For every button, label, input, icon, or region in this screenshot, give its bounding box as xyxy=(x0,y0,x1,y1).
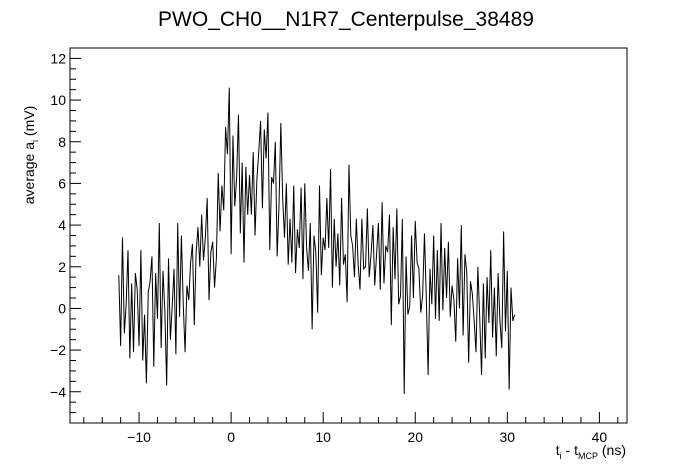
x-tick-label: 0 xyxy=(227,429,235,445)
y-axis-label-sub: i xyxy=(30,140,40,142)
y-tick-label: 8 xyxy=(58,134,66,150)
y-tick-label: 6 xyxy=(58,175,66,191)
x-axis-label-sub1: i xyxy=(560,451,562,461)
x-axis-label-base: t xyxy=(556,442,560,458)
x-tick-label: 20 xyxy=(407,429,423,445)
y-tick-label: 4 xyxy=(58,217,66,233)
x-tick-label: 30 xyxy=(500,429,516,445)
x-axis-label-unit: (ns) xyxy=(598,442,626,458)
y-tick-label: −2 xyxy=(50,342,66,358)
x-tick-label: 40 xyxy=(592,429,608,445)
series-line xyxy=(118,87,516,394)
chart-title-text: PWO_CH0__N1R7_Centerpulse_38489 xyxy=(158,8,534,31)
y-tick-label: −4 xyxy=(50,384,66,400)
x-axis-label-sub2: MCP xyxy=(578,451,598,461)
x-axis-ticks xyxy=(83,412,619,423)
y-tick-label: 2 xyxy=(58,259,66,275)
x-tick-label: 10 xyxy=(315,429,331,445)
y-tick-label: 10 xyxy=(50,92,66,108)
y-axis-label-base: average a xyxy=(21,142,37,204)
y-tick-label: 0 xyxy=(58,300,66,316)
y-tick-label: 12 xyxy=(50,50,66,66)
x-axis-tick-labels: −10 0 10 20 30 40 xyxy=(127,429,607,445)
x-axis-label-mid: - t xyxy=(562,442,578,458)
chart-title: PWO_CH0__N1R7_Centerpulse_38489 xyxy=(158,8,534,31)
y-axis-tick-labels: −4 −2 0 2 4 6 8 10 12 xyxy=(50,50,66,399)
y-axis-label: average ai (mV) xyxy=(21,106,40,205)
y-axis-label-unit: (mV) xyxy=(21,106,37,140)
x-axis-label: ti - tMCP (ns) xyxy=(556,442,626,461)
x-tick-label: −10 xyxy=(127,429,151,445)
y-axis-ticks xyxy=(70,47,81,424)
